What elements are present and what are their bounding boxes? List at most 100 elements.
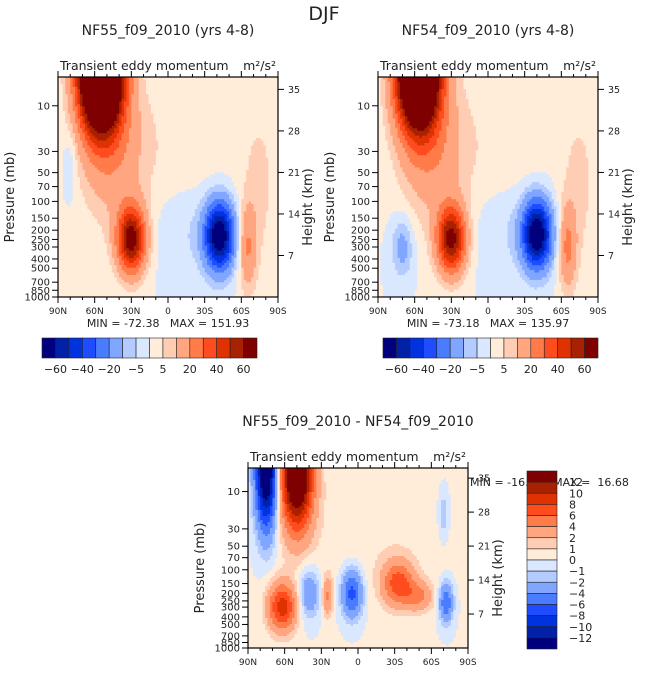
contour-cell (92, 147, 96, 151)
contour-cell (199, 106, 203, 110)
contour-cell (229, 86, 232, 90)
contour-cell (219, 128, 223, 132)
contour-cell (182, 155, 186, 159)
contour-cell (89, 167, 93, 171)
contour-cell (148, 118, 152, 122)
contour-cell (84, 204, 88, 207)
contour-cell (270, 84, 274, 88)
contour-cell (141, 209, 144, 212)
contour-cell (268, 79, 272, 83)
contour-cell (99, 187, 103, 190)
contour-cell (109, 89, 113, 93)
contour-cell (136, 199, 140, 203)
contour-cell (224, 145, 228, 149)
contour-cell (67, 138, 71, 141)
contour-cell (243, 165, 247, 168)
contour-cell (270, 145, 274, 149)
contour-cell (131, 172, 135, 176)
contour-cell (187, 91, 191, 95)
contour-cell (258, 101, 262, 105)
contour-cell (185, 174, 188, 178)
contour-cell (158, 209, 162, 212)
contour-cell (131, 130, 135, 134)
contour-cell (202, 169, 206, 173)
contour-cell (146, 201, 149, 205)
contour-cell (214, 81, 218, 85)
contour-cell (131, 184, 135, 188)
contour-cell (231, 111, 235, 115)
contour-cell (246, 145, 250, 149)
contour-cell (199, 111, 203, 115)
contour-cell (99, 160, 103, 163)
contour-cell (258, 128, 262, 132)
contour-cell (265, 209, 269, 212)
contour-cell (180, 113, 184, 117)
contour-cell (104, 172, 108, 176)
contour-cell (72, 152, 76, 156)
contour-cell (111, 160, 115, 163)
contour-cell (234, 128, 237, 132)
contour-cell (224, 194, 228, 198)
contour-cell (92, 130, 96, 134)
contour-cell (207, 118, 210, 122)
contour-cell (185, 116, 188, 119)
contour-cell (138, 111, 142, 115)
contour-cell (204, 143, 208, 146)
contour-cell (187, 182, 191, 185)
contour-cell (80, 77, 83, 80)
contour-cell (97, 157, 100, 161)
contour-cell (194, 91, 198, 95)
contour-cell (207, 140, 210, 144)
contour-cell (177, 135, 181, 139)
contour-cell (204, 86, 208, 90)
contour-cell (243, 160, 247, 163)
contour-cell (265, 133, 269, 137)
contour-cell (199, 155, 203, 159)
contour-cell (197, 123, 201, 127)
contour-cell (124, 182, 127, 185)
contour-cell (72, 116, 76, 119)
contour-cell (65, 89, 69, 93)
contour-cell (216, 169, 220, 173)
contour-cell (175, 150, 179, 154)
contour-cell (231, 130, 235, 134)
contour-cell (202, 182, 206, 185)
contour-cell (246, 77, 250, 80)
contour-cell (62, 118, 66, 122)
contour-cell (160, 108, 164, 112)
contour-cell (209, 150, 213, 154)
contour-cell (192, 94, 196, 97)
contour-cell (192, 103, 196, 107)
contour-cell (172, 128, 176, 132)
contour-cell (246, 96, 250, 100)
contour-cell (216, 187, 220, 190)
contour-cell (163, 204, 166, 207)
contour-cell (133, 135, 137, 139)
contour-cell (226, 150, 230, 154)
contour-cell (138, 165, 142, 168)
contour-cell (160, 160, 164, 163)
contour-cell (197, 96, 201, 100)
contour-cell (106, 111, 110, 115)
contour-cell (194, 196, 198, 200)
contour-cell (175, 94, 179, 97)
contour-cell (209, 86, 213, 90)
contour-cell (72, 211, 76, 215)
contour-cell (72, 189, 76, 193)
contour-cell (209, 81, 213, 85)
contour-cell (246, 155, 250, 159)
contour-cell (153, 172, 157, 176)
contour-cell (238, 128, 242, 132)
contour-cell (153, 174, 157, 178)
contour-cell (253, 179, 257, 183)
contour-cell (234, 189, 237, 193)
contour-cell (175, 121, 179, 124)
contour-cell (158, 118, 162, 122)
contour-cell (133, 204, 137, 207)
contour-cell (234, 187, 237, 190)
contour-cell (150, 96, 154, 100)
contour-cell (238, 81, 242, 85)
contour-cell (234, 160, 237, 163)
contour-cell (224, 128, 228, 132)
contour-cell (99, 211, 103, 215)
